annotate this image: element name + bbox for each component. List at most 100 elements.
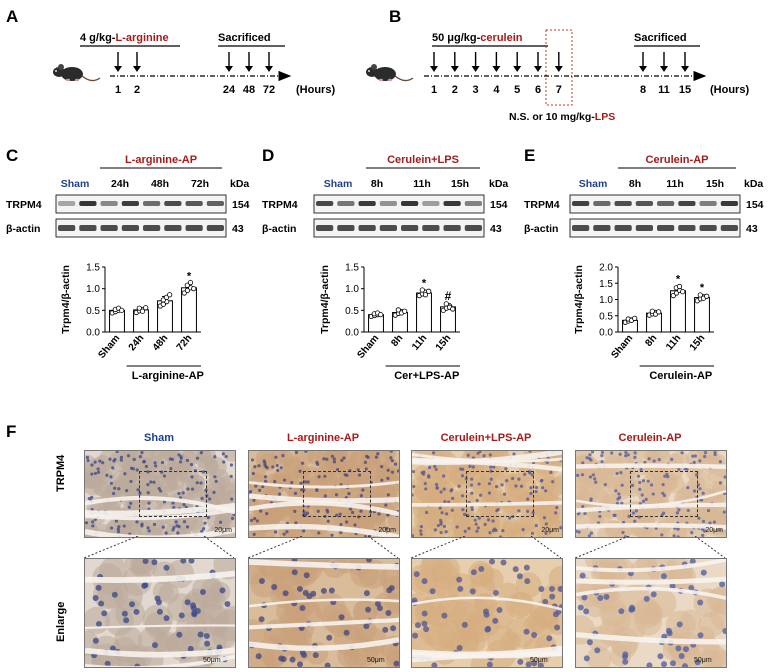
significance-mark: # <box>445 289 452 303</box>
protein-label: TRPM4 <box>524 199 560 211</box>
panel-b-injection-arrows: 1 2 3 4 5 6 7 8 11 15 <box>430 52 691 96</box>
panel-a-sacrificed: Sacrificed <box>218 32 271 44</box>
bar-chart-c: 0.0 0.5 1.0 1.5 Trpm4/β-actin Sham 24h 48h * 72h L… <box>60 263 204 383</box>
data-point <box>443 301 449 307</box>
injection-arrow <box>114 52 122 72</box>
blot-band <box>720 201 738 206</box>
blot-band <box>401 201 419 206</box>
blot-band <box>358 225 376 231</box>
kda-value: 43 <box>232 223 244 235</box>
data-point <box>680 289 686 295</box>
y-tick-label: 0.5 <box>345 306 359 317</box>
mouse-icon <box>52 63 101 82</box>
panel-a-dose: 4 g/kg-L-arginine <box>80 32 169 44</box>
blot-band <box>206 201 224 206</box>
y-tick-label: 0.0 <box>345 328 359 339</box>
injection-arrow <box>450 52 459 72</box>
lane-label: 8h <box>629 178 641 190</box>
mouse-icon <box>365 63 414 82</box>
hour-tick-label: 3 <box>473 84 479 96</box>
sacrifice-arrow <box>681 52 689 72</box>
zoom-region <box>303 471 371 517</box>
zoom-connector <box>575 536 725 558</box>
bar-chart-e: 0.0 0.5 1.0 1.5 2.0 Trpm4/β-actin Sham 8h * 11h * 1… <box>573 263 714 382</box>
kda-value: 154 <box>746 199 764 211</box>
y-tick-label: 2.0 <box>599 263 613 274</box>
blot-strip <box>313 218 485 238</box>
sacrifice-arrow <box>245 52 253 72</box>
hour-tick-label: 6 <box>535 84 541 96</box>
scale-bar-label: 50μm <box>694 657 712 664</box>
scale-bar-label: 20μm <box>541 527 559 534</box>
x-group-label: L-arginine-AP <box>132 370 204 382</box>
ihc-image: 20μm <box>411 450 563 538</box>
ihc-enlarged-image: 50μm <box>248 558 400 668</box>
hour-tick-label: 5 <box>514 84 520 96</box>
lane-label: 15h <box>451 178 469 190</box>
scale-bar-label: 20μm <box>214 527 232 534</box>
blot-band <box>379 201 397 206</box>
data-point <box>656 309 662 315</box>
blot-group-label: Cerulein+LPS <box>387 154 459 166</box>
hour-tick-label: 11 <box>658 84 670 96</box>
protein-label: β-actin <box>524 223 558 235</box>
blot-strip <box>55 194 227 214</box>
kda-label: kDa <box>744 178 763 190</box>
blot-strip <box>569 218 741 238</box>
y-tick-label: 0.5 <box>86 306 100 317</box>
blot-band <box>657 225 675 231</box>
injection-arrow <box>133 52 141 72</box>
x-tick-label: 72h <box>175 333 195 353</box>
blot-band <box>358 201 376 206</box>
x-tick-label: 15h <box>688 333 708 353</box>
significance-mark: * <box>676 274 681 286</box>
blot-band <box>185 225 203 231</box>
x-tick-label: 15h <box>434 333 454 353</box>
blot-band <box>422 201 440 206</box>
data-point <box>187 280 194 286</box>
blot-band <box>443 201 461 206</box>
ihc-enlarged-image: 50μm <box>575 558 727 668</box>
blot-band <box>678 225 696 231</box>
blot-band <box>164 225 182 231</box>
lane-label: Sham <box>324 178 353 190</box>
x-tick-label: 24h <box>127 333 147 353</box>
panel-letter: C <box>6 146 18 165</box>
blot-band <box>337 201 355 206</box>
kda-value: 43 <box>490 223 502 235</box>
x-tick-label: 11h <box>410 333 429 353</box>
column-title: Sham <box>144 432 174 444</box>
blot-band <box>699 225 717 231</box>
lane-label: 24h <box>111 178 129 190</box>
injection-arrow <box>534 52 542 72</box>
hour-tick-label: 24 <box>223 84 236 96</box>
ihc-enlarged-image: 50μm <box>411 558 563 668</box>
hour-tick-label: 4 <box>493 84 500 96</box>
ihc-image: 20μm <box>575 450 727 538</box>
y-tick-label: 1.0 <box>599 295 613 306</box>
lane-label: Sham <box>579 178 608 190</box>
blot-band <box>401 225 419 231</box>
hour-tick-label: 1 <box>115 84 121 96</box>
injection-arrow <box>554 52 563 72</box>
protein-label: TRPM4 <box>262 199 298 211</box>
panel-b-dose: 50 μg/kg-cerulein <box>432 32 523 44</box>
hour-tick-label: 1 <box>431 84 437 96</box>
blot-band <box>206 225 224 231</box>
blot-band <box>614 225 632 231</box>
blot-band <box>143 201 161 206</box>
x-tick-label: 48h <box>151 333 171 353</box>
data-point <box>419 287 425 293</box>
y-axis-label: Trpm4/β-actin <box>319 265 331 334</box>
kda-label: kDa <box>489 178 508 190</box>
blot-strip <box>313 194 485 214</box>
data-point <box>167 292 173 298</box>
data-point <box>378 312 384 318</box>
blot-band <box>121 201 139 206</box>
data-point <box>119 307 125 313</box>
data-point <box>402 308 408 314</box>
zoom-region <box>630 471 698 517</box>
y-tick-label: 0.0 <box>86 328 100 339</box>
blot-band <box>422 225 440 231</box>
